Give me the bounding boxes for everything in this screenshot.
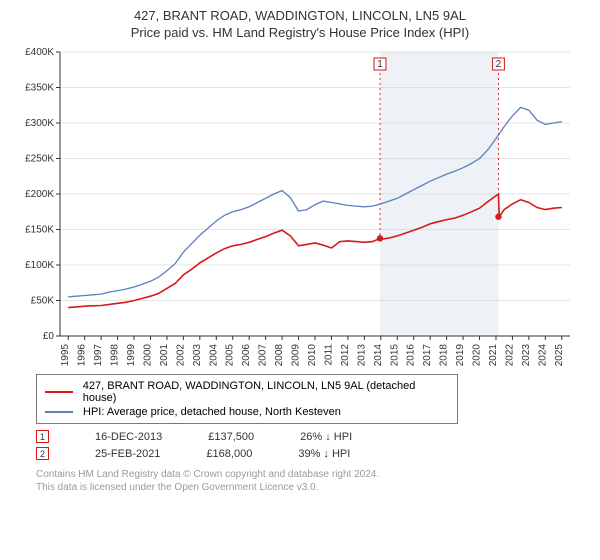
svg-text:2022: 2022 [504, 344, 515, 366]
svg-text:2006: 2006 [241, 344, 252, 366]
svg-text:2010: 2010 [307, 344, 318, 366]
svg-text:2011: 2011 [323, 344, 334, 366]
sale-marker: 1 [36, 430, 49, 443]
svg-text:£0: £0 [43, 331, 55, 342]
svg-text:2003: 2003 [192, 344, 203, 366]
legend-item: 427, BRANT ROAD, WADDINGTON, LINCOLN, LN… [45, 379, 449, 405]
chart-title: 427, BRANT ROAD, WADDINGTON, LINCOLN, LN… [14, 8, 586, 23]
svg-text:2002: 2002 [175, 344, 186, 366]
svg-text:2007: 2007 [258, 344, 269, 366]
svg-text:£50K: £50K [31, 296, 55, 307]
svg-text:1996: 1996 [77, 344, 88, 366]
svg-text:£100K: £100K [25, 260, 54, 271]
svg-text:2017: 2017 [422, 344, 433, 366]
svg-text:1999: 1999 [126, 344, 137, 366]
svg-text:2004: 2004 [208, 344, 219, 366]
svg-text:£300K: £300K [25, 118, 54, 129]
svg-text:2008: 2008 [274, 344, 285, 366]
sale-row: 1 16-DEC-2013 £137,500 26% ↓ HPI [36, 430, 586, 443]
legend-swatch [45, 391, 73, 393]
svg-text:£250K: £250K [25, 154, 54, 165]
sale-row: 2 25-FEB-2021 £168,000 39% ↓ HPI [36, 447, 586, 460]
svg-text:1: 1 [377, 59, 383, 70]
chart-area: £0 £50K £100K £150K £200K £250K £300K £350K £400… [14, 46, 586, 366]
line-chart: £0 £50K £100K £150K £200K £250K £300K £350K £400… [14, 46, 574, 366]
svg-text:2025: 2025 [554, 344, 565, 366]
svg-text:2020: 2020 [472, 344, 483, 366]
footer-attribution: Contains HM Land Registry data © Crown c… [36, 468, 586, 494]
svg-text:1998: 1998 [110, 344, 121, 366]
svg-text:2023: 2023 [521, 344, 532, 366]
legend-label: 427, BRANT ROAD, WADDINGTON, LINCOLN, LN… [83, 380, 449, 404]
svg-text:1995: 1995 [60, 344, 71, 366]
sale-diff: 26% ↓ HPI [300, 431, 352, 443]
sale-price: £168,000 [206, 448, 252, 460]
sale-diff: 39% ↓ HPI [298, 448, 350, 460]
footer-line: Contains HM Land Registry data © Crown c… [36, 468, 586, 481]
legend-item: HPI: Average price, detached house, Nort… [45, 405, 449, 419]
chart-subtitle: Price paid vs. HM Land Registry's House … [14, 25, 586, 40]
svg-text:£200K: £200K [25, 189, 54, 200]
footer-line: This data is licensed under the Open Gov… [36, 481, 586, 494]
svg-text:2015: 2015 [389, 344, 400, 366]
svg-text:2013: 2013 [356, 344, 367, 366]
svg-text:2019: 2019 [455, 344, 466, 366]
sale-price: £137,500 [208, 431, 254, 443]
legend-swatch [45, 411, 73, 413]
legend: 427, BRANT ROAD, WADDINGTON, LINCOLN, LN… [36, 374, 458, 424]
svg-text:£400K: £400K [25, 47, 54, 58]
svg-text:2014: 2014 [373, 344, 384, 366]
svg-text:2021: 2021 [488, 344, 499, 366]
svg-text:£350K: £350K [25, 83, 54, 94]
svg-text:2012: 2012 [340, 344, 351, 366]
svg-text:2000: 2000 [142, 344, 153, 366]
sale-marker: 2 [36, 447, 49, 460]
svg-text:2005: 2005 [225, 344, 236, 366]
svg-text:2016: 2016 [406, 344, 417, 366]
svg-text:£150K: £150K [25, 225, 54, 236]
sale-date: 25-FEB-2021 [95, 448, 160, 460]
svg-text:2001: 2001 [159, 344, 170, 366]
svg-text:2018: 2018 [439, 344, 450, 366]
svg-text:1997: 1997 [93, 344, 104, 366]
sale-date: 16-DEC-2013 [95, 431, 162, 443]
svg-text:2: 2 [496, 59, 502, 70]
svg-text:2009: 2009 [291, 344, 302, 366]
svg-text:2024: 2024 [537, 344, 548, 366]
sales-list: 1 16-DEC-2013 £137,500 26% ↓ HPI 2 25-FEB-202… [14, 430, 586, 460]
legend-label: HPI: Average price, detached house, Nort… [83, 406, 341, 418]
